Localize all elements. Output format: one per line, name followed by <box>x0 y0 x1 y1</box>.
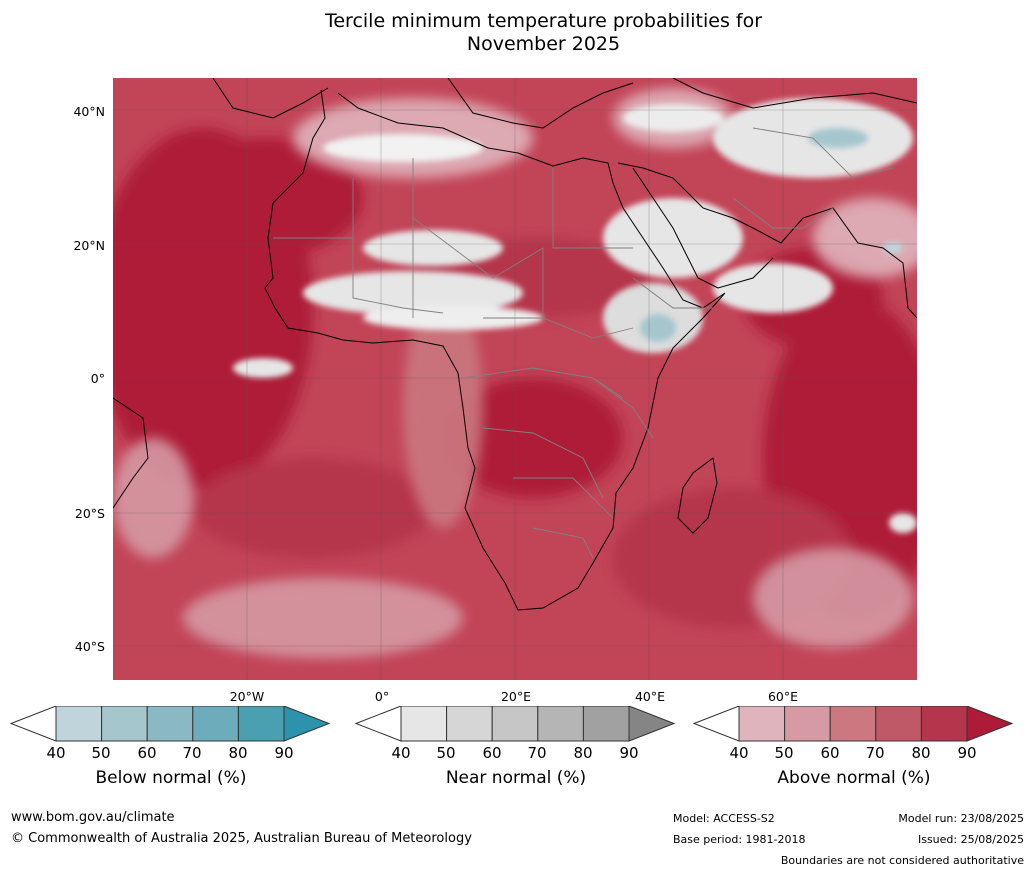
probability-map <box>113 78 917 680</box>
footer-base-period: Base period: 1981-2018 <box>673 833 806 846</box>
above-tick-40: 40 <box>729 744 749 762</box>
above-tick-50: 50 <box>774 744 794 762</box>
graticule <box>113 78 917 680</box>
footer-model: Model: ACCESS-S2 <box>673 812 775 825</box>
near-tick-80: 80 <box>573 744 593 762</box>
above-tick-70: 70 <box>865 744 885 762</box>
near-tick-70: 70 <box>527 744 547 762</box>
lon-tick-60e: 60°E <box>767 689 799 704</box>
near-tick-40: 40 <box>391 744 411 762</box>
below-tick-40: 40 <box>46 744 66 762</box>
above-normal-label: Above normal (%) <box>777 768 931 788</box>
below-tick-80: 80 <box>228 744 248 762</box>
below-normal-zones <box>640 128 903 342</box>
colorbar-0-over-arrow <box>283 706 331 742</box>
lat-tick-40s: 40°S <box>74 639 105 654</box>
below-normal-colorbar <box>10 706 331 742</box>
colorbar-2-bin-3 <box>829 706 877 742</box>
coastlines <box>113 78 917 611</box>
colorbar-1-under-arrow <box>355 706 402 742</box>
title-line-1: Tercile minimum temperature probabilitie… <box>324 10 763 32</box>
below-tick-60: 60 <box>137 744 157 762</box>
lon-tick-40e: 40°E <box>634 689 666 704</box>
colorbar-1-bin-5 <box>582 706 630 742</box>
footer-copyright: © Commonwealth of Australia 2025, Austra… <box>11 831 472 846</box>
colorbar-1-bin-3 <box>491 706 539 742</box>
near-tick-50: 50 <box>436 744 456 762</box>
below-tick-90: 90 <box>274 744 294 762</box>
footer-disclaimer: Boundaries are not considered authoritat… <box>780 854 1024 867</box>
footer-issued: Issued: 25/08/2025 <box>917 833 1024 846</box>
below-normal-label: Below normal (%) <box>95 768 247 788</box>
lon-tick-20e: 20°E <box>500 689 532 704</box>
below-tick-70: 70 <box>182 744 202 762</box>
near-tick-60: 60 <box>482 744 502 762</box>
above-normal-colorbar <box>693 706 1014 742</box>
colorbar-0-bin-4 <box>192 706 239 742</box>
lat-tick-20n: 20°N <box>73 238 105 253</box>
country-borders <box>273 127 894 559</box>
colorbar-2-over-arrow <box>966 706 1014 742</box>
above-tick-80: 80 <box>911 744 931 762</box>
colorbar-2-bin-5 <box>920 706 968 742</box>
colorbar-0-bin-3 <box>146 706 194 742</box>
near-normal-colorbar <box>355 706 676 742</box>
colorbar-2-bin-4 <box>875 706 922 742</box>
colorbar-1-bin-1 <box>400 706 448 742</box>
lat-tick-20s: 20°S <box>74 506 105 521</box>
colorbar-1-over-arrow <box>628 706 676 742</box>
below-tick-50: 50 <box>91 744 111 762</box>
lon-tick-20w: 20°W <box>229 689 265 704</box>
colorbar-0-under-arrow <box>10 706 57 742</box>
footer-website[interactable]: www.bom.gov.au/climate <box>11 810 175 825</box>
above-tick-90: 90 <box>957 744 977 762</box>
colorbar-0-bin-5 <box>237 706 285 742</box>
lon-tick-0: 0° <box>374 689 390 704</box>
near-tick-90: 90 <box>619 744 639 762</box>
colorbar-2-bin-1 <box>738 706 786 742</box>
colorbar-0-bin-2 <box>101 706 148 742</box>
colorbar-1-bin-2 <box>446 706 493 742</box>
map-svg <box>113 78 917 680</box>
colorbar-1-bin-4 <box>537 706 584 742</box>
near-normal-label: Near normal (%) <box>445 768 587 788</box>
colorbar-0-bin-1 <box>55 706 103 742</box>
footer-model-run: Model run: 23/08/2025 <box>898 812 1024 825</box>
above-tick-60: 60 <box>820 744 840 762</box>
title-line-2: November 2025 <box>466 33 621 55</box>
map-title: Tercile minimum temperature probabilitie… <box>0 10 1035 56</box>
colorbar-2-under-arrow <box>693 706 740 742</box>
lat-tick-40n: 40°N <box>73 104 105 119</box>
lat-tick-0: 0° <box>90 371 105 386</box>
colorbar-2-bin-2 <box>784 706 831 742</box>
